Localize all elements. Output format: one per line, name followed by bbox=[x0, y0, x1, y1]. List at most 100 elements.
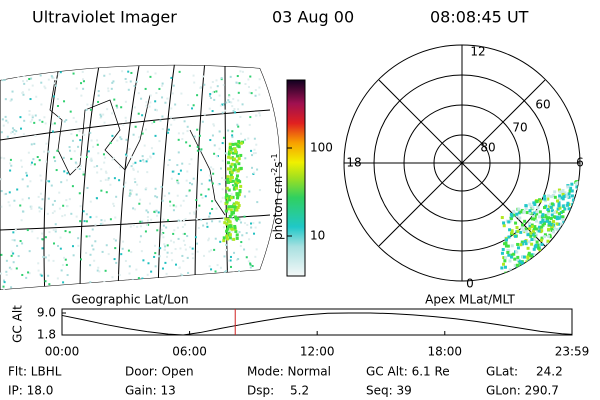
aurora bbox=[239, 153, 243, 157]
speck bbox=[156, 229, 159, 232]
speck bbox=[128, 265, 131, 268]
speck bbox=[220, 78, 223, 81]
speck bbox=[213, 280, 216, 283]
speck bbox=[219, 104, 222, 107]
speck bbox=[107, 90, 110, 93]
speck bbox=[154, 252, 157, 255]
speck bbox=[202, 224, 205, 227]
speck bbox=[220, 275, 223, 278]
info-field: Seq: 39 bbox=[366, 384, 412, 398]
speck bbox=[139, 159, 142, 162]
speck bbox=[43, 85, 46, 88]
aurora bbox=[236, 217, 240, 221]
speck bbox=[100, 189, 103, 192]
speck bbox=[80, 82, 83, 85]
aurora bbox=[233, 163, 237, 167]
speck bbox=[79, 220, 82, 223]
speck bbox=[231, 105, 234, 108]
speck bbox=[258, 112, 261, 115]
speck bbox=[141, 114, 144, 117]
aurora bbox=[537, 246, 541, 250]
speck bbox=[167, 219, 170, 222]
speck bbox=[120, 138, 123, 141]
aurora bbox=[532, 237, 536, 241]
speck bbox=[11, 90, 14, 93]
speck bbox=[153, 210, 156, 213]
aurora bbox=[569, 213, 573, 217]
speck bbox=[246, 223, 249, 226]
speck bbox=[148, 202, 151, 205]
speck bbox=[137, 112, 140, 115]
speck bbox=[145, 187, 148, 190]
aurora bbox=[563, 207, 567, 211]
speck bbox=[205, 222, 208, 225]
aurora bbox=[227, 225, 231, 229]
speck bbox=[218, 220, 221, 223]
speck bbox=[99, 179, 102, 182]
speck bbox=[137, 92, 140, 95]
speck bbox=[83, 133, 86, 136]
speck bbox=[238, 82, 241, 85]
speck bbox=[25, 174, 28, 177]
speck bbox=[197, 226, 200, 229]
speck bbox=[154, 72, 157, 75]
speck bbox=[122, 123, 125, 126]
aurora bbox=[501, 280, 505, 281]
speck bbox=[154, 108, 157, 111]
speck bbox=[94, 223, 97, 226]
speck bbox=[218, 130, 221, 133]
aurora bbox=[236, 196, 240, 200]
speck bbox=[114, 247, 117, 250]
aurora bbox=[543, 219, 547, 223]
aurora bbox=[531, 206, 535, 210]
aurora bbox=[513, 264, 517, 268]
speck bbox=[137, 277, 140, 280]
speck bbox=[161, 82, 164, 85]
aurora bbox=[232, 168, 236, 172]
aurora bbox=[516, 242, 520, 246]
speck bbox=[96, 165, 99, 168]
speck bbox=[173, 118, 176, 121]
aurora bbox=[500, 251, 504, 255]
speck bbox=[196, 208, 199, 211]
aurora bbox=[526, 246, 530, 250]
aurora bbox=[518, 216, 522, 220]
speck bbox=[146, 215, 149, 218]
aurora bbox=[552, 230, 556, 234]
speck bbox=[249, 75, 252, 78]
speck bbox=[146, 70, 149, 73]
aurora bbox=[560, 222, 564, 226]
aurora bbox=[543, 197, 547, 201]
aurora bbox=[229, 196, 233, 200]
aurora bbox=[227, 219, 231, 223]
aurora bbox=[561, 210, 565, 214]
speck bbox=[216, 264, 219, 267]
speck bbox=[161, 267, 164, 270]
aurora bbox=[567, 195, 571, 199]
aurora bbox=[230, 171, 234, 175]
aurora bbox=[566, 185, 570, 189]
speck bbox=[161, 233, 164, 236]
aurora bbox=[558, 212, 562, 216]
aurora bbox=[530, 237, 534, 241]
speck bbox=[100, 219, 103, 222]
speck bbox=[229, 259, 232, 262]
aurora bbox=[232, 157, 236, 161]
aurora bbox=[540, 236, 544, 240]
speck bbox=[53, 122, 56, 125]
aurora bbox=[509, 255, 513, 259]
speck bbox=[245, 176, 248, 179]
speck bbox=[221, 103, 224, 106]
speck bbox=[149, 101, 152, 104]
speck bbox=[166, 251, 169, 254]
speck bbox=[47, 259, 50, 262]
speck bbox=[29, 98, 32, 101]
aurora bbox=[544, 216, 548, 220]
speck bbox=[121, 70, 124, 73]
speck bbox=[0, 190, 3, 193]
info-field: IP: 18.0 bbox=[8, 384, 53, 398]
aurora bbox=[577, 211, 580, 215]
speck bbox=[203, 254, 206, 257]
speck bbox=[94, 240, 97, 243]
aurora bbox=[551, 209, 555, 213]
